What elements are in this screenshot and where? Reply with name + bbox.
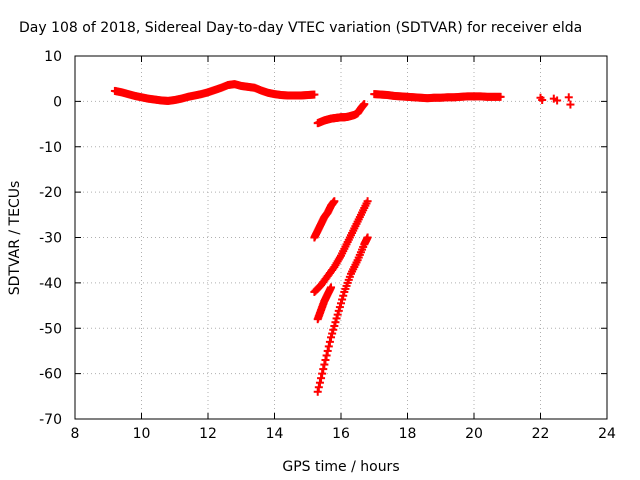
data-point-streak-D — [313, 387, 322, 396]
y-tick-label: -30 — [39, 231, 62, 247]
y-tick-label: -50 — [39, 321, 62, 337]
x-tick-label: 16 — [332, 426, 350, 442]
x-tick-label: 18 — [399, 426, 417, 442]
x-axis-label: GPS time / hours — [282, 459, 399, 475]
data-point-streak-D — [328, 329, 337, 338]
data-point-streak-A — [330, 197, 339, 206]
data-point-streak-D — [338, 295, 347, 304]
data-point-streak-D — [320, 360, 329, 369]
y-tick-label: 10 — [44, 49, 62, 65]
data-point-streak-D — [317, 374, 326, 383]
data-point-streak-D — [330, 321, 339, 330]
data-markers — [110, 80, 575, 396]
data-point-late-arc — [496, 92, 505, 101]
data-point-dip-segment — [360, 100, 369, 109]
data-point-streak-D — [331, 318, 340, 327]
x-tick-label: 12 — [199, 426, 217, 442]
x-tick-label: 10 — [133, 426, 151, 442]
data-point-streak-D — [315, 378, 324, 387]
x-tick-label: 20 — [465, 426, 483, 442]
data-point-streak-D — [334, 306, 343, 315]
data-point-main-arc — [310, 90, 319, 99]
y-tick-label: -10 — [39, 140, 62, 156]
axis-ticks: 8 10 12 14 16 18 20 22 24 -70 -60 -50 -40 -30 -20 -10 0 1… — [39, 49, 616, 442]
data-point-streak-C — [327, 283, 336, 292]
gridlines — [75, 56, 607, 419]
x-tick-label: 22 — [532, 426, 550, 442]
data-point-late-scatter — [538, 96, 547, 105]
data-point-streak-D — [319, 365, 328, 374]
data-point-streak-D — [327, 333, 336, 342]
data-point-late-scatter — [566, 100, 575, 109]
data-point-streak-D — [321, 356, 330, 365]
x-tick-label: 24 — [598, 426, 616, 442]
data-point-streak-D — [314, 383, 323, 392]
chart-title: Day 108 of 2018, Sidereal Day-to-day VTE… — [19, 20, 582, 36]
data-point-streak-B — [363, 197, 372, 206]
data-point-streak-D — [335, 303, 344, 312]
data-point-streak-D — [329, 325, 338, 334]
data-point-streak-D — [322, 351, 331, 360]
y-tick-label: 0 — [53, 94, 62, 110]
data-point-late-scatter — [564, 93, 573, 102]
x-tick-label: 8 — [71, 426, 80, 442]
data-point-late-scatter — [553, 96, 562, 105]
y-tick-label: -70 — [39, 412, 62, 428]
y-tick-label: -60 — [39, 367, 62, 383]
y-tick-label: -40 — [39, 276, 62, 292]
data-point-streak-D — [339, 291, 348, 300]
data-point-streak-D — [323, 346, 332, 355]
data-point-streak-D — [324, 342, 333, 351]
data-point-streak-D — [332, 314, 341, 323]
data-point-streak-D — [333, 310, 342, 319]
data-point-streak-D — [325, 337, 334, 346]
y-tick-label: -20 — [39, 185, 62, 201]
y-axis-label: SDTVAR / TECUs — [7, 181, 23, 296]
data-point-streak-D — [363, 233, 372, 242]
data-point-streak-D — [337, 299, 345, 308]
x-tick-label: 14 — [266, 426, 284, 442]
data-point-streak-D — [318, 369, 327, 378]
